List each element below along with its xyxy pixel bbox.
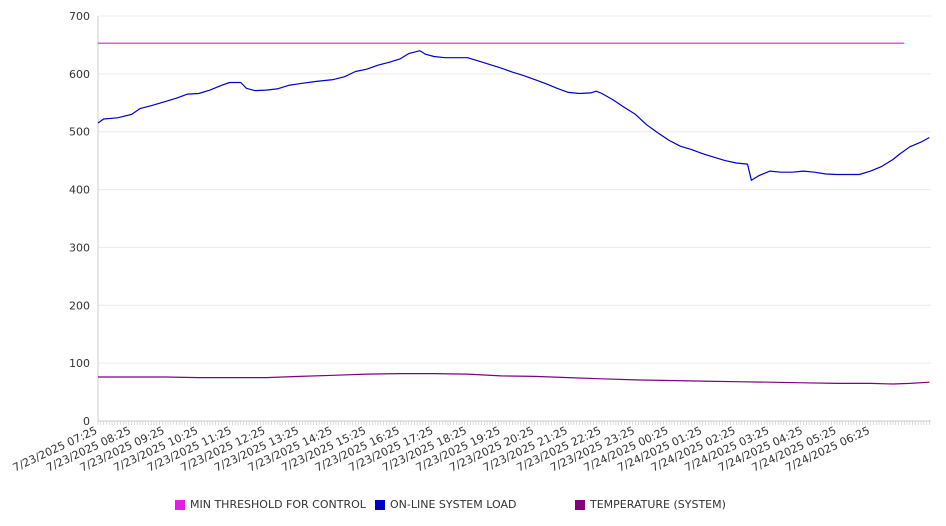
- y-tick-label: 600: [69, 68, 90, 81]
- legend-swatch-threshold: [175, 499, 185, 510]
- legend-label-system-load: ON-LINE SYSTEM LOAD: [390, 498, 517, 511]
- y-tick-label: 300: [69, 241, 90, 254]
- legend-label-temperature: TEMPERATURE (SYSTEM): [590, 498, 726, 511]
- y-tick-label: 200: [69, 299, 90, 312]
- legend-item-temperature[interactable]: TEMPERATURE (SYSTEM): [575, 498, 726, 511]
- system-load-line: [97, 50, 930, 181]
- legend-label-threshold: MIN THRESHOLD FOR CONTROL: [190, 498, 366, 511]
- y-tick-label: 400: [69, 184, 90, 197]
- y-tick-label: 700: [69, 10, 90, 23]
- legend-swatch-system-load: [375, 499, 385, 510]
- y-tick-label: 100: [69, 357, 90, 370]
- legend: MIN THRESHOLD FOR CONTROL ON-LINE SYSTEM…: [0, 498, 946, 514]
- legend-item-system-load[interactable]: ON-LINE SYSTEM LOAD: [375, 498, 516, 511]
- y-tick-label: 500: [69, 126, 90, 139]
- temperature-line: [98, 373, 930, 385]
- legend-swatch-temperature: [575, 499, 585, 510]
- legend-item-threshold[interactable]: MIN THRESHOLD FOR CONTROL: [175, 498, 366, 511]
- y-tick-label: 0: [83, 415, 90, 428]
